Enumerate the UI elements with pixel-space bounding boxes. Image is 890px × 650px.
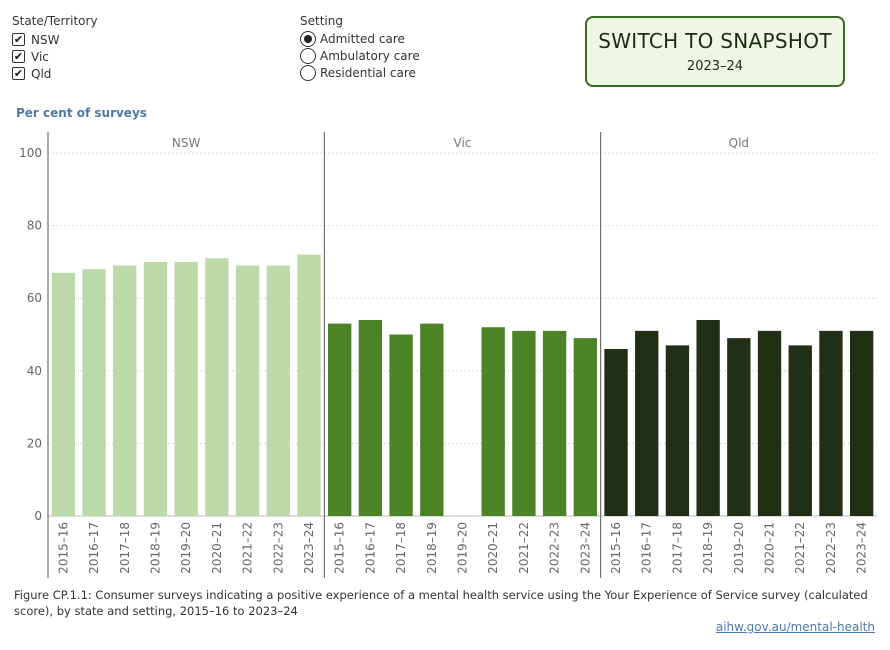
- x-tick-label: 2017–18: [670, 522, 684, 574]
- bar-nsw: [205, 258, 229, 516]
- bar-vic: [358, 319, 383, 516]
- bar-nsw: [143, 261, 168, 516]
- x-tick-label: 2016–17: [87, 522, 101, 574]
- panel-header-vic: Vic: [454, 136, 472, 150]
- panel-header-nsw: NSW: [172, 136, 201, 150]
- x-tick-label: 2019–20: [732, 522, 746, 574]
- x-tick-label: 2017–18: [394, 522, 408, 574]
- x-tick-label: 2016–17: [363, 522, 377, 574]
- y-axis-title: Per cent of surveys: [16, 106, 147, 120]
- y-tick-label: 80: [27, 219, 42, 233]
- bar-nsw: [82, 269, 106, 516]
- snapshot-button-title: SWITCH TO SNAPSHOT: [598, 29, 832, 53]
- y-tick-label: 100: [19, 146, 42, 160]
- y-tick-label: 20: [27, 436, 42, 450]
- bar-qld: [849, 330, 874, 516]
- x-tick-label: 2015–16: [609, 522, 623, 574]
- y-tick-label: 0: [34, 509, 42, 523]
- figure-caption: Figure CP.1.1: Consumer surveys indicati…: [14, 588, 868, 618]
- bar-nsw: [266, 265, 290, 516]
- x-tick-label: 2023–24: [855, 522, 869, 574]
- x-tick-label: 2018–19: [425, 522, 439, 574]
- bar-qld: [819, 330, 843, 516]
- state-option-vic[interactable]: ✔ Vic: [12, 48, 49, 65]
- setting-filter-title: Setting: [300, 14, 343, 28]
- checkbox-checked-icon[interactable]: ✔: [12, 67, 25, 80]
- y-tick-label: 60: [27, 291, 42, 305]
- checkbox-checked-icon[interactable]: ✔: [12, 33, 25, 46]
- x-tick-label: 2020–21: [210, 522, 224, 574]
- switch-to-snapshot-button[interactable]: SWITCH TO SNAPSHOT 2023–24: [585, 16, 845, 87]
- x-tick-label: 2022–23: [548, 522, 562, 574]
- bar-qld: [788, 345, 812, 516]
- state-option-label: Vic: [31, 49, 49, 64]
- state-filter-title: State/Territory: [12, 14, 98, 28]
- x-tick-label: 2018–19: [701, 522, 715, 574]
- x-tick-label: 2022–23: [271, 522, 285, 574]
- bar-vic: [481, 327, 505, 516]
- aihw-link[interactable]: aihw.gov.au/mental-health: [715, 620, 875, 634]
- x-tick-label: 2019–20: [179, 522, 193, 574]
- x-tick-label: 2022–23: [824, 522, 838, 574]
- bar-vic: [328, 323, 352, 516]
- x-tick-label: 2021–22: [517, 522, 531, 574]
- radio-unselected-icon[interactable]: [300, 47, 316, 64]
- x-tick-label: 2019–20: [456, 522, 470, 574]
- snapshot-button-subtitle: 2023–24: [686, 59, 744, 74]
- radio-unselected-icon[interactable]: [300, 64, 316, 81]
- setting-option-admitted[interactable]: Admitted care: [300, 30, 405, 47]
- bar-nsw: [174, 261, 198, 516]
- bar-vic: [542, 330, 567, 516]
- x-tick-label: 2023–24: [578, 522, 592, 574]
- checkbox-checked-icon[interactable]: ✔: [12, 50, 25, 63]
- bar-nsw: [235, 265, 260, 516]
- setting-option-label: Admitted care: [320, 31, 405, 46]
- state-option-nsw[interactable]: ✔ NSW: [12, 31, 59, 48]
- x-tick-label: 2016–17: [640, 522, 654, 574]
- bar-nsw: [51, 272, 76, 516]
- x-tick-label: 2017–18: [118, 522, 132, 574]
- bar-nsw: [113, 265, 137, 516]
- x-tick-label: 2020–21: [486, 522, 500, 574]
- state-option-qld[interactable]: ✔ Qld: [12, 65, 51, 82]
- bar-qld: [665, 345, 690, 516]
- x-tick-label: 2015–16: [56, 522, 70, 574]
- setting-option-label: Residential care: [320, 65, 416, 80]
- setting-option-residential[interactable]: Residential care: [300, 64, 416, 81]
- state-option-label: Qld: [31, 66, 52, 81]
- panel-header-qld: Qld: [729, 136, 749, 150]
- x-tick-label: 2020–21: [763, 522, 777, 574]
- state-option-label: NSW: [31, 32, 60, 47]
- x-tick-label: 2021–22: [793, 522, 807, 574]
- y-tick-label: 40: [27, 364, 42, 378]
- radio-selected-icon[interactable]: [300, 30, 316, 47]
- bar-qld: [604, 349, 628, 516]
- x-tick-label: 2018–19: [148, 522, 162, 574]
- setting-option-ambulatory[interactable]: Ambulatory care: [300, 47, 420, 64]
- x-tick-label: 2015–16: [333, 522, 347, 574]
- bar-vic: [420, 323, 444, 516]
- bar-vic: [512, 330, 536, 516]
- bar-vic: [573, 338, 597, 516]
- bar-nsw: [297, 254, 321, 516]
- bar-qld: [635, 330, 659, 516]
- bar-vic: [389, 334, 413, 516]
- bar-qld: [727, 338, 751, 516]
- bar-qld: [696, 319, 720, 516]
- bar-qld: [757, 330, 782, 516]
- setting-option-label: Ambulatory care: [320, 48, 420, 63]
- x-tick-label: 2023–24: [302, 522, 316, 574]
- x-tick-label: 2021–22: [241, 522, 255, 574]
